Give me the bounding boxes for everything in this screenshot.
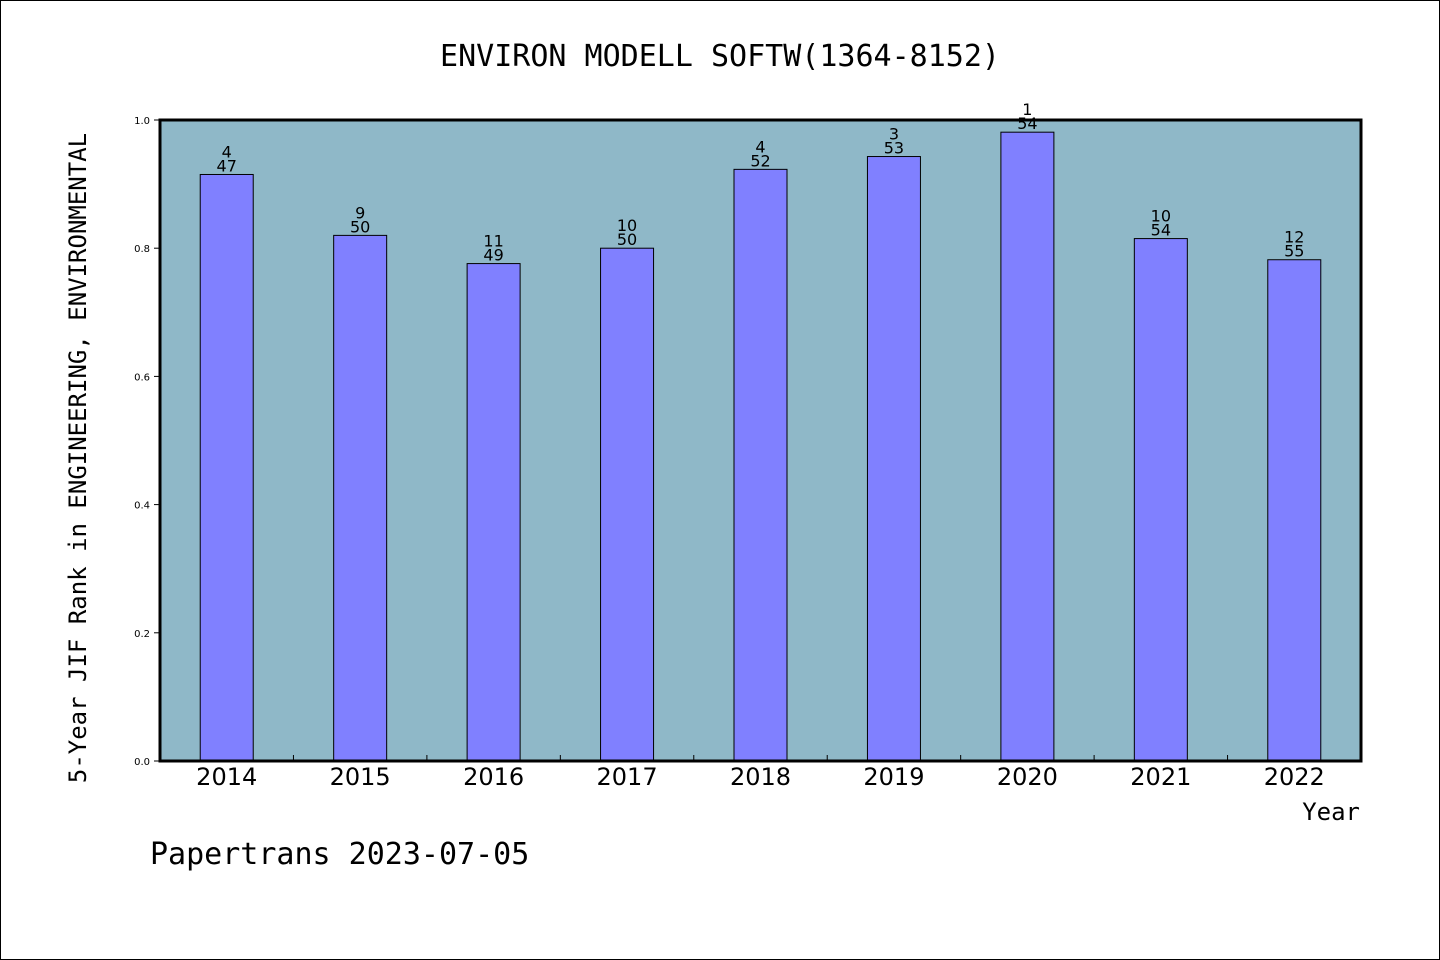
bar-2018 (733, 168, 788, 762)
bar-total-label: 49 (483, 246, 503, 265)
bar-rank-label: 1 (1022, 100, 1032, 119)
plot-border (158, 118, 1363, 763)
bar-rank-label: 10 (617, 216, 637, 235)
bar-total-label: 47 (217, 156, 237, 175)
y-tick-label: 0.2 (134, 629, 150, 640)
bar-rank-label: 9 (355, 203, 365, 222)
x-axis-label: Year (1302, 798, 1360, 826)
bar-total-label: 53 (884, 139, 904, 158)
y-tick-label: 0.6 (134, 372, 150, 383)
bar-rank-label: 4 (222, 142, 232, 161)
chart-title: ENVIRON MODELL SOFTW(1364-8152) (440, 39, 1000, 74)
bar-2022 (1267, 259, 1322, 762)
bar-2014 (199, 173, 254, 762)
x-axis: 2014 2015 2016 2017 2018 2019 2020 2021 2022 (196, 755, 1325, 791)
x-tick-label: 2021 (1130, 763, 1191, 791)
bar-rank-label: 3 (889, 125, 899, 144)
x-tick-label: 2017 (597, 763, 658, 791)
x-tick-label: 2015 (330, 763, 391, 791)
bar-series (199, 131, 1322, 762)
bar-total-label: 50 (617, 230, 637, 249)
bar-2016 (466, 263, 521, 762)
x-tick-label: 2018 (730, 763, 791, 791)
bar-rank-label: 10 (1151, 207, 1171, 226)
y-tick-label: 1.0 (134, 116, 150, 127)
footer-credit: Papertrans 2023-07-05 (150, 837, 529, 872)
bar-total-label: 55 (1284, 242, 1304, 261)
bar-2021 (1133, 238, 1188, 762)
bar-rank-label: 12 (1284, 228, 1304, 247)
bar-total-label: 54 (1151, 221, 1171, 240)
bar-total-label: 50 (350, 217, 370, 236)
x-tick-label: 2016 (463, 763, 524, 791)
y-tick-label: 0.4 (134, 501, 150, 512)
bar-2020 (1000, 131, 1055, 762)
bar-total-label: 52 (750, 151, 770, 170)
y-tick-label: 0.0 (134, 757, 150, 768)
x-tick-label: 2022 (1264, 763, 1325, 791)
bar-rank-label: 11 (483, 232, 503, 251)
x-tick-label: 2014 (196, 763, 257, 791)
y-axis-label: 5-Year JIF Rank in ENGINEERING, ENVIRONM… (64, 133, 92, 783)
bar-rank-label: 4 (755, 137, 765, 156)
y-axis: 0.0 0.2 0.4 0.6 0.8 1.0 (134, 116, 160, 768)
bar-2015 (333, 234, 388, 762)
x-tick-label: 2020 (997, 763, 1058, 791)
y-tick-label: 0.8 (134, 244, 150, 255)
bar-2019 (866, 156, 921, 762)
bar-total-label: 54 (1017, 114, 1037, 133)
bar-2017 (600, 247, 655, 762)
x-tick-label: 2019 (863, 763, 924, 791)
